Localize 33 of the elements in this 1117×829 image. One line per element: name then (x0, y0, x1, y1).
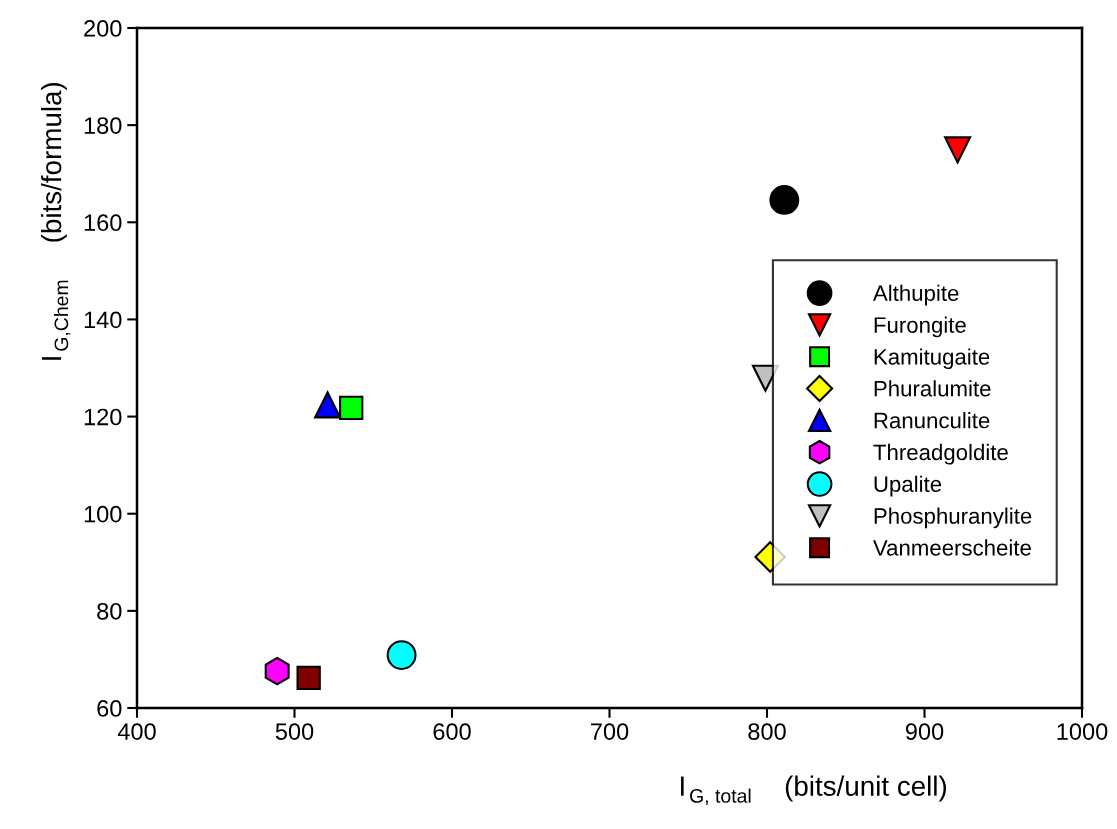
text: IG, total (bits/unit cell) (681, 775, 947, 806)
x-tick-label: 900 (905, 723, 944, 740)
y-tick-label: 200 (84, 20, 122, 37)
point (944, 136, 972, 164)
x-tick-label: 600 (433, 723, 471, 740)
point (314, 391, 342, 419)
y-tick-label: 60 (97, 700, 122, 717)
legend-label: Phosphuranylite (874, 507, 1032, 529)
point (339, 395, 364, 420)
point (264, 656, 290, 686)
legend-label: Althupite (872, 284, 959, 306)
point (769, 185, 800, 215)
legend-label: Phuralumite (874, 380, 991, 397)
point (296, 665, 321, 691)
y-tick-label: 80 (97, 602, 122, 620)
legend-label: Threadgoldite (873, 443, 1008, 465)
x-tick-label: 700 (591, 723, 629, 740)
text: IG,Chem (bits/formula) (40, 82, 71, 360)
x-tick-label: 400 (117, 723, 156, 740)
legend-label: Vanmeerscheite (873, 539, 1031, 556)
point (386, 640, 417, 670)
y-tick-label: 180 (84, 117, 122, 134)
y-tick-label: 120 (84, 408, 122, 426)
legend-label: Upalite (874, 475, 942, 497)
legend-label: Kamitugaite (874, 348, 990, 370)
legend-label: Ranunculite (874, 412, 990, 429)
y-tick-label: 140 (84, 311, 122, 329)
y-tick-label: 100 (84, 505, 122, 523)
x-tick-label: 1000 (1057, 723, 1108, 740)
x-tick-label: 800 (748, 723, 786, 740)
legend-label: Furongite (874, 316, 966, 338)
y-tick-label: 160 (84, 214, 122, 232)
x-tick-label: 500 (275, 723, 314, 740)
